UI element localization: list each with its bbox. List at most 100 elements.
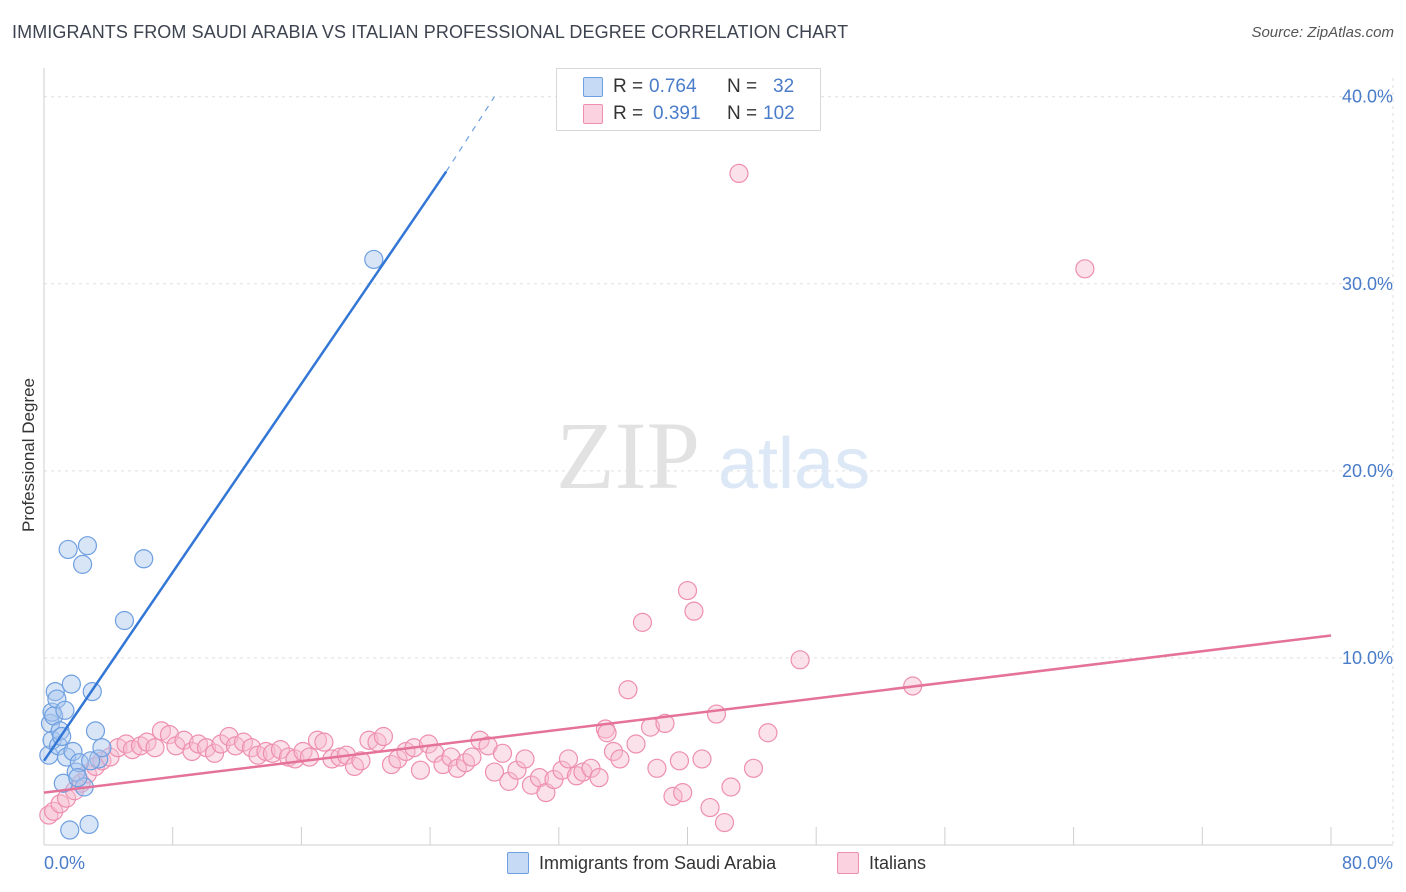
stats-n-value-italians: 102	[763, 103, 795, 124]
italians-point	[655, 713, 675, 734]
italians-point	[589, 768, 609, 788]
italians-point	[677, 580, 698, 601]
source-label: Source: ZipAtlas.com	[1251, 24, 1394, 41]
saudi-point	[89, 749, 109, 769]
saudi-trend-line	[42, 170, 448, 762]
italians-point	[758, 723, 778, 743]
italians-point	[219, 726, 239, 747]
italians-point	[241, 738, 262, 758]
italians-point	[299, 747, 320, 767]
saudi-point	[45, 681, 65, 702]
italians-point	[351, 751, 371, 771]
saudi-point	[55, 700, 75, 720]
watermark-zip: ZIP	[556, 402, 700, 509]
italians-point	[714, 812, 735, 833]
italians-point	[706, 704, 727, 724]
italians-point	[484, 762, 505, 782]
italians-point	[552, 760, 572, 780]
italians-point	[270, 739, 291, 760]
legend-label-italians: Italians	[869, 852, 927, 873]
italians-point	[307, 730, 328, 750]
stats-r-value-italians: 0.391	[653, 103, 701, 124]
saudi-point	[114, 610, 135, 631]
saudi-point	[73, 554, 93, 574]
italians-point	[597, 723, 617, 743]
stats-box: R = 0.764 N = 32 R = 0.391 N = 102	[556, 68, 821, 131]
saudi-point	[134, 549, 154, 569]
saudi-point	[79, 814, 99, 835]
y-tick-label: 30.0%	[1342, 274, 1393, 294]
italians-point	[729, 163, 749, 184]
italians-point	[626, 734, 646, 754]
axes	[43, 68, 1393, 846]
italians-point	[610, 749, 630, 769]
italians-point	[558, 749, 579, 769]
italians-point	[359, 730, 379, 750]
chart-title: IMMIGRANTS FROM SAUDI ARABIA VS ITALIAN …	[12, 22, 849, 42]
italians-point	[211, 734, 231, 754]
legend-item-italians[interactable]: Italians	[837, 852, 926, 874]
italians-point	[647, 758, 667, 778]
saudi-point	[63, 741, 83, 762]
italians-point	[603, 741, 624, 762]
italians-point	[632, 612, 653, 632]
legend: Immigrants from Saudi Arabia Italians	[0, 850, 1406, 880]
saudi-point	[47, 689, 67, 709]
watermark-atlas: atlas	[718, 424, 870, 504]
italians-trend-line	[43, 634, 1332, 794]
italians-point	[700, 797, 720, 818]
x-tick-label-max: 80.0%	[1342, 853, 1393, 873]
italians-point	[673, 783, 693, 803]
italians-point	[507, 760, 527, 780]
trend-lines	[42, 96, 1332, 794]
legend-label-saudi: Immigrants from Saudi Arabia	[539, 852, 777, 873]
saudi-point	[92, 738, 112, 758]
italians-point	[663, 786, 683, 806]
saudi-point	[61, 674, 81, 694]
italians-point	[174, 730, 194, 750]
y-tick-label: 20.0%	[1342, 461, 1393, 481]
italians-point	[44, 801, 64, 821]
stats-r-label: R =	[613, 103, 644, 124]
italians-point	[373, 726, 394, 747]
y-axis-label: Professional Degree	[19, 378, 38, 532]
saudi-point	[60, 820, 80, 840]
watermark: ZIP atlas	[556, 402, 870, 509]
stats-r-label: R =	[613, 76, 644, 97]
italians-point	[684, 601, 704, 621]
saudi-point	[85, 721, 106, 741]
y-tick-label: 40.0%	[1342, 87, 1393, 107]
italians-point	[410, 760, 431, 780]
saudi-point	[81, 751, 101, 771]
saudi-trend-extension	[445, 96, 495, 172]
italians-point	[618, 680, 638, 700]
italians-point	[721, 777, 741, 797]
italians-point	[441, 747, 461, 767]
italians-point	[433, 754, 453, 775]
stats-n-label: N =	[727, 76, 758, 97]
italians-point	[790, 650, 810, 670]
saudi-point	[364, 249, 384, 270]
saudi-point	[68, 768, 88, 788]
stats-r-value-saudi: 0.764	[649, 76, 697, 97]
italians-point	[182, 741, 202, 762]
italians-point	[145, 738, 165, 758]
italians-point	[492, 743, 513, 763]
legend-item-saudi[interactable]: Immigrants from Saudi Arabia	[507, 852, 776, 874]
stats-n-label: N =	[727, 103, 758, 124]
stats-swatch-italians	[583, 104, 603, 124]
italians-point	[692, 749, 712, 769]
tick-labels: 10.0% 20.0% 30.0% 40.0% 0.0% 80.0%	[44, 87, 1393, 873]
italians-point	[314, 732, 334, 752]
saudi-point	[53, 773, 73, 793]
italians-point	[204, 743, 225, 763]
saudi-point	[77, 536, 98, 556]
saudi-point	[58, 539, 78, 560]
italians-point	[743, 758, 764, 778]
y-tick-label: 10.0%	[1342, 648, 1393, 668]
legend-swatch-italians	[837, 852, 859, 874]
italians-point	[256, 741, 276, 762]
italians-point	[499, 771, 519, 791]
stats-swatch-saudi	[583, 77, 603, 97]
